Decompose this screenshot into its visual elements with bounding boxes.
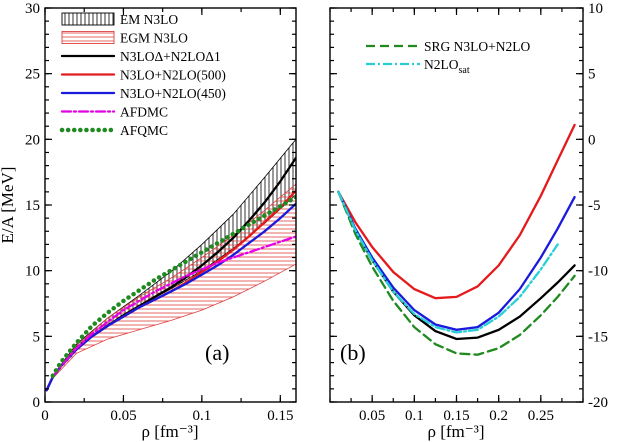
a-y-tick-label: 25 bbox=[25, 67, 40, 83]
b-y-tick-label: 10 bbox=[588, 1, 603, 17]
panel-b-x-axis-title: ρ [fm⁻³] bbox=[427, 422, 484, 441]
b-y-tick-label: -20 bbox=[588, 395, 608, 411]
panel-a: 0 0.05 0.1 0.15 0 5 10 15 20 25 30 E/A [MeV] ρ [fm… bbox=[0, 1, 297, 441]
b-y-tick-label: -15 bbox=[588, 329, 608, 345]
legend-label-n2losat-main: N2LO bbox=[424, 57, 459, 72]
legend-label: AFQMC bbox=[120, 123, 168, 138]
a-y-tick-label: 10 bbox=[25, 264, 40, 280]
b-x-tick-label: 0.15 bbox=[443, 408, 469, 424]
a-y-tick-label: 5 bbox=[33, 329, 41, 345]
b-y-tick-label: 5 bbox=[588, 67, 596, 83]
legend-swatch-em-n3lo bbox=[61, 12, 115, 26]
panel-b: 0.05 0.1 0.15 0.2 0.25 -20 -15 -10 -5 0 5 10 ρ [fm⁻… bbox=[329, 1, 608, 441]
b-x-tick-label: 0.05 bbox=[359, 408, 385, 424]
legend-label-n2losat: N2LOsat bbox=[424, 57, 470, 76]
legend-label-n2losat-sub: sat bbox=[459, 65, 470, 76]
a-series-afqmc bbox=[50, 194, 296, 378]
b-series-n3lo-n2lo-500- bbox=[337, 123, 576, 300]
legend-label-srg: SRG N3LO+N2LO bbox=[424, 39, 530, 54]
b-y-tick-label: -10 bbox=[588, 264, 608, 280]
b-y-tick-label: -5 bbox=[588, 198, 601, 214]
a-x-tick-label: 0.15 bbox=[267, 408, 293, 424]
a-series-n3lo-n2lo-450- bbox=[45, 202, 296, 392]
panel-a-x-axis-title: ρ [fm⁻³] bbox=[141, 422, 198, 441]
b-series-srg-n3lo-n2lo bbox=[337, 190, 576, 356]
panel-b-legend: SRG N3LO+N2LO N2LOsat bbox=[366, 39, 530, 76]
a-y-tick-label: 20 bbox=[25, 132, 40, 148]
legend-label: AFDMC bbox=[120, 105, 168, 120]
b-x-tick-label: 0.2 bbox=[489, 408, 508, 424]
a-series-afdmc bbox=[51, 235, 296, 379]
panel-a-label: (a) bbox=[205, 340, 229, 365]
legend-label: N3LO+N2LO(450) bbox=[120, 86, 226, 101]
b-y-tick-label: 0 bbox=[588, 132, 596, 148]
a-x-tick-label: 0.1 bbox=[193, 408, 212, 424]
a-x-tick-label: 0.05 bbox=[110, 408, 136, 424]
legend-label: N3LOΔ+N2LOΔ1 bbox=[120, 49, 221, 64]
panel-b-label: (b) bbox=[340, 340, 366, 365]
b-x-tick-label: 0.1 bbox=[405, 408, 424, 424]
legend-label: EM N3LO bbox=[120, 12, 178, 27]
b-x-tick-label: 0.25 bbox=[528, 408, 554, 424]
legend-label: N3LO+N2LO(500) bbox=[120, 68, 226, 83]
a-x-tick-label: 0 bbox=[41, 408, 49, 424]
b-series-n2losat bbox=[337, 190, 559, 334]
a-y-tick-label: 30 bbox=[25, 1, 40, 17]
a-y-tick-label: 0 bbox=[33, 395, 41, 411]
panel-a-legend: EM N3LO EGM N3LO N3LOΔ+N2LOΔ1 N3LO+N2LO(500… bbox=[59, 12, 226, 138]
b-series-n3lo-n2lo-450- bbox=[337, 190, 576, 331]
a-y-tick-label: 15 bbox=[25, 198, 40, 214]
panel-a-y-axis-title: E/A [MeV] bbox=[0, 167, 17, 244]
legend-swatch-egm-n3lo bbox=[61, 31, 115, 44]
legend-label: EGM N3LO bbox=[120, 31, 188, 46]
